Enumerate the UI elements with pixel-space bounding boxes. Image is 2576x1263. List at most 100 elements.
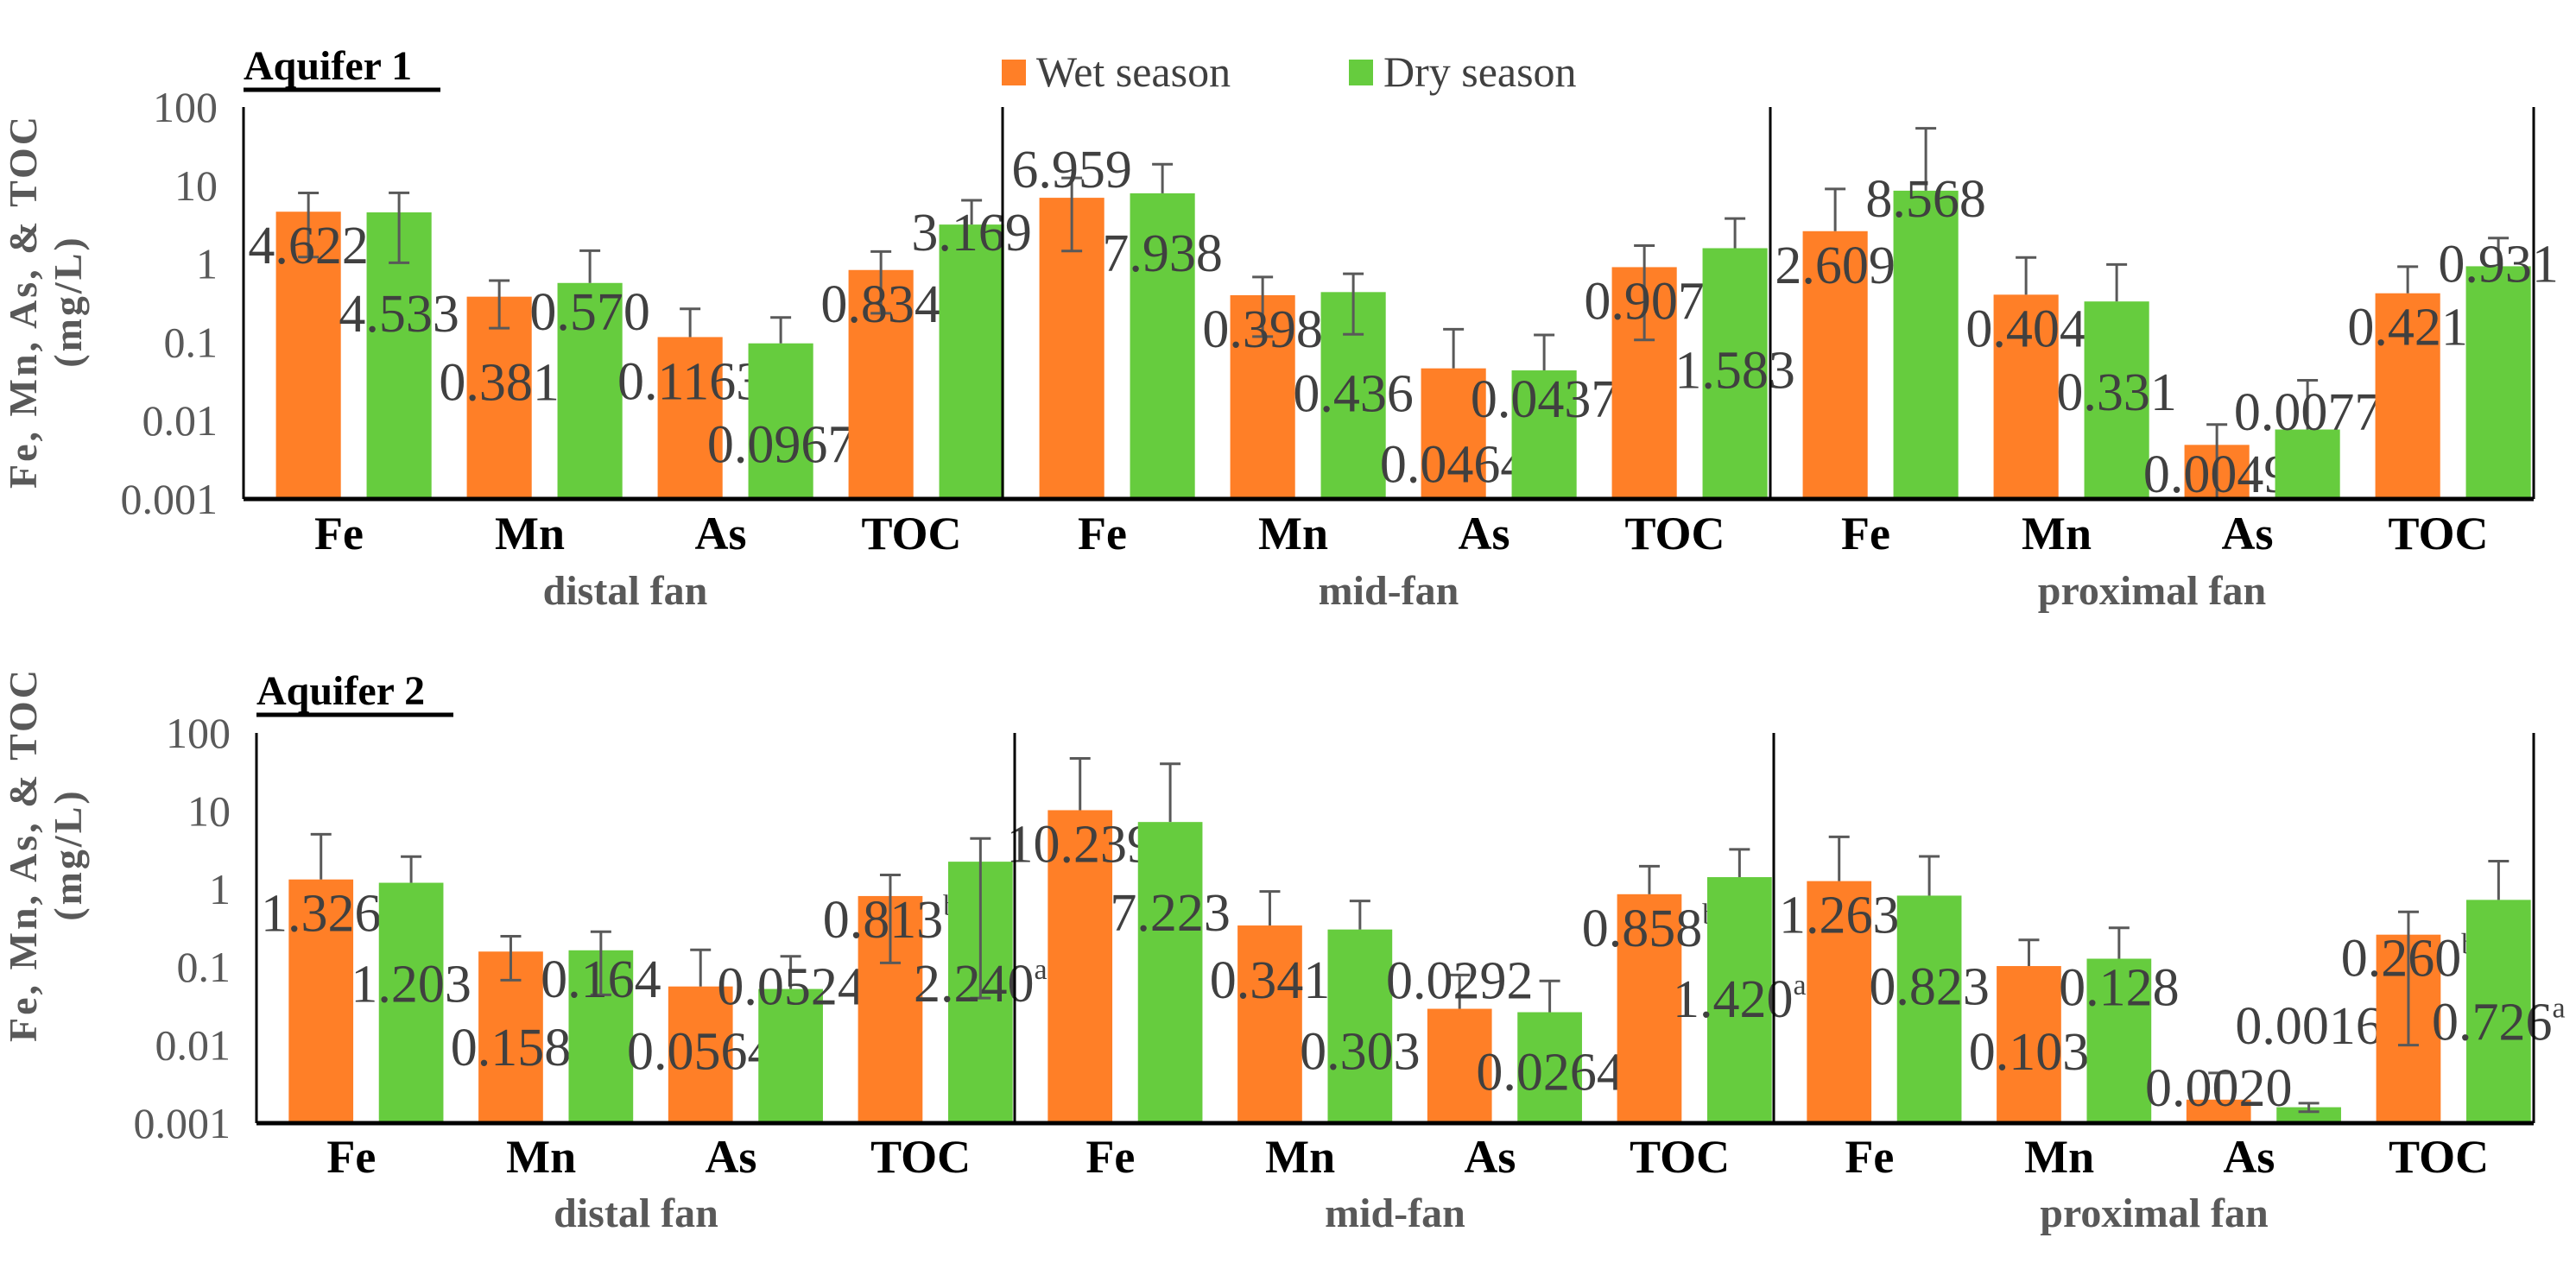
data-label-dry-Mn: 0.303 bbox=[1300, 1023, 1421, 1082]
data-label-dry-As: 0.0437 bbox=[1471, 370, 1618, 429]
data-label-wet-TOC: 0.858b bbox=[1582, 899, 1717, 958]
data-label-wet-TOC: 0.813b bbox=[823, 890, 959, 950]
data-label-wet-Mn: 0.398 bbox=[1202, 300, 1323, 359]
data-label-dry-TOC: 0.931 bbox=[2438, 235, 2559, 294]
x-category-label: TOC bbox=[861, 508, 961, 559]
y-tick-label: 100 bbox=[166, 709, 231, 757]
x-category-label: Fe bbox=[1085, 1131, 1135, 1183]
data-label-dry-As: 0.0967 bbox=[707, 416, 855, 475]
bar-wet-Mn bbox=[1997, 966, 2061, 1123]
data-label-dry-Fe: 8.568 bbox=[1865, 170, 1986, 229]
data-label-wet-Fe: 1.326 bbox=[261, 885, 382, 944]
x-group-label: mid-fan bbox=[1325, 1190, 1465, 1236]
y-tick-label: 1 bbox=[196, 240, 218, 288]
data-label-wet-Mn: 0.381 bbox=[439, 354, 560, 413]
x-category-label: Mn bbox=[2022, 508, 2092, 559]
data-label-wet-Fe: 10.239 bbox=[1006, 815, 1154, 874]
x-category-label: Fe bbox=[1078, 508, 1127, 559]
bar-dry-As bbox=[2276, 1107, 2341, 1123]
legend: Wet season Dry season bbox=[1002, 47, 1577, 96]
data-label-wet-As: 0.0020 bbox=[2145, 1059, 2293, 1118]
bar-dry-Fe bbox=[1130, 193, 1195, 499]
bar-wet-As bbox=[1427, 1008, 1492, 1123]
y-tick-label: 0.1 bbox=[177, 943, 231, 991]
bar-dry-Fe bbox=[1896, 895, 1962, 1123]
data-label-wet-As: 0.0464 bbox=[1380, 436, 1528, 495]
x-category-label: Fe bbox=[1841, 508, 1890, 559]
data-label-wet-TOC: 0.421 bbox=[2347, 299, 2468, 357]
bar-dry-Mn bbox=[2086, 958, 2152, 1123]
y-axis-title: Fe, Mn, As, & TOC bbox=[1, 667, 45, 1042]
data-label-wet-Fe: 2.609 bbox=[1775, 237, 1896, 295]
data-label-dry-As: 0.0077 bbox=[2234, 383, 2382, 442]
legend-label-dry: Dry season bbox=[1383, 47, 1577, 96]
data-label-wet-Mn: 0.341 bbox=[1210, 951, 1331, 1010]
data-label-wet-Mn: 0.158 bbox=[451, 1019, 572, 1077]
legend-swatch-wet bbox=[1002, 60, 1026, 85]
y-tick-label: 10 bbox=[174, 161, 218, 210]
group-mid-fan: 10.239 7.223 Fe 0.341 0.303 Mn 0.0292 0.0264 As 0… bbox=[1006, 756, 1807, 1236]
data-label-dry-Fe: 4.533 bbox=[339, 285, 459, 344]
bar-wet-As bbox=[657, 337, 723, 499]
x-category-label: Mn bbox=[2024, 1131, 2094, 1183]
x-category-label: As bbox=[1464, 1131, 1516, 1183]
panel-title: Aquifer 2 bbox=[256, 668, 425, 714]
x-group-label: proximal fan bbox=[2040, 1190, 2268, 1236]
data-label-wet-TOC: 0.260b bbox=[2341, 929, 2477, 988]
bar-dry-As bbox=[1511, 370, 1577, 499]
group-distal-fan: 1.326 1.203 Fe 0.158 0.164 Mn 0.0564 0.0524 As 0.… bbox=[261, 832, 1047, 1236]
y-tick-label: 0.01 bbox=[142, 396, 218, 445]
x-group-label: mid-fan bbox=[1319, 568, 1459, 614]
bar-dry-Fe bbox=[1137, 822, 1203, 1123]
legend-swatch-dry bbox=[1349, 60, 1373, 85]
data-label-wet-Fe: 6.959 bbox=[1011, 141, 1132, 199]
data-label-dry-TOC: 0.726a bbox=[2432, 992, 2566, 1051]
bar-wet-Fe bbox=[288, 879, 354, 1123]
data-label-wet-As: 0.0564 bbox=[627, 1023, 775, 1082]
data-label-wet-Fe: 4.622 bbox=[248, 217, 369, 275]
bar-dry-TOC bbox=[2465, 900, 2531, 1123]
legend-label-wet: Wet season bbox=[1036, 47, 1231, 96]
bar-wet-Fe bbox=[275, 212, 341, 499]
x-group-label: distal fan bbox=[543, 568, 708, 614]
panel-title: Aquifer 1 bbox=[244, 43, 412, 89]
x-group-label: distal fan bbox=[554, 1190, 718, 1236]
x-category-label: As bbox=[2223, 1131, 2275, 1183]
x-category-label: Fe bbox=[326, 1131, 376, 1183]
data-label-dry-Mn: 0.331 bbox=[2056, 363, 2177, 422]
y-tick-label: 0.001 bbox=[134, 1099, 231, 1147]
bar-dry-TOC bbox=[939, 224, 1004, 499]
bar-dry-Mn bbox=[2084, 301, 2149, 499]
data-label-dry-Mn: 0.128 bbox=[2059, 959, 2180, 1018]
bar-wet-Mn bbox=[1237, 925, 1302, 1123]
bar-wet-As bbox=[1421, 368, 1486, 499]
bar-wet-Fe bbox=[1047, 810, 1113, 1123]
data-label-dry-As: 0.0524 bbox=[717, 958, 864, 1017]
bar-wet-Mn bbox=[466, 296, 532, 499]
x-group-label: proximal fan bbox=[2038, 568, 2266, 614]
data-label-wet-TOC: 0.907 bbox=[1584, 272, 1705, 331]
x-category-label: TOC bbox=[1624, 508, 1725, 559]
bar-dry-TOC bbox=[1706, 877, 1772, 1123]
data-label-dry-Mn: 0.570 bbox=[529, 283, 650, 342]
x-category-label: As bbox=[2221, 508, 2273, 559]
bar-wet-TOC bbox=[2375, 293, 2440, 499]
data-label-dry-Fe: 7.938 bbox=[1102, 224, 1223, 283]
bar-dry-TOC bbox=[2465, 266, 2531, 499]
y-tick-label: 100 bbox=[153, 83, 218, 131]
bar-wet-TOC bbox=[1617, 894, 1682, 1123]
data-label-dry-As: 0.0264 bbox=[1476, 1043, 1623, 1102]
panel-2: Aquifer 2 Fe, Mn, As, & TOC (mg/L) 0.001 0.0… bbox=[1, 667, 2566, 1236]
bar-dry-Mn bbox=[557, 282, 623, 499]
data-label-dry-Fe: 1.203 bbox=[351, 956, 472, 1014]
data-label-dry-TOC: 1.583 bbox=[1674, 341, 1795, 400]
x-category-label: TOC bbox=[2389, 1131, 2489, 1183]
bar-dry-As bbox=[748, 343, 813, 499]
data-label-wet-Mn: 0.404 bbox=[1965, 300, 2086, 358]
x-category-label: Fe bbox=[1845, 1131, 1894, 1183]
bar-wet-As bbox=[668, 986, 733, 1123]
